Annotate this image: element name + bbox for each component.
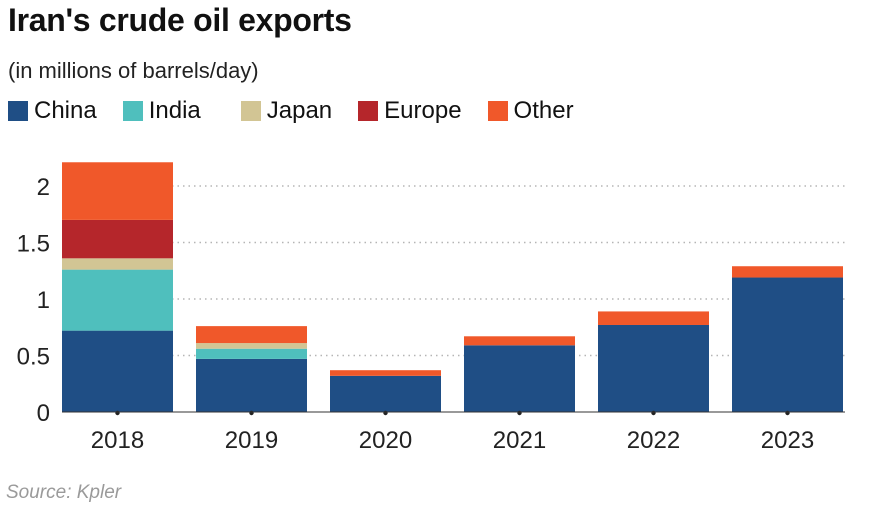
bar-segment-china-2019 [196,358,307,412]
legend-swatch-china [8,101,28,121]
legend-label-china: China [34,97,97,124]
legend-label-india: India [148,97,201,124]
x-tick-label: 2021 [493,427,546,454]
bar-segment-other-2019 [196,326,307,344]
legend-item-europe: Europe [358,97,462,125]
legend-label-japan: Japan [266,97,333,124]
legend-item-other: Other [487,97,574,125]
bar-segment-china-2022 [598,324,709,412]
x-tick-mark [517,410,522,416]
x-tick-mark [785,410,790,416]
y-tick-label: 0 [37,400,50,427]
y-tick-label: 1.5 [17,231,50,258]
legend-label-europe: Europe [384,97,462,124]
x-tick-label: 2020 [359,427,412,454]
legend-swatch-other [487,101,508,121]
bar-segment-other-2020 [330,370,441,376]
stacked-bar-chart: 0 0.5 1 1.5 2 2018 2019 2020 2021 2022 2023 [17,162,845,454]
x-tick-label: 2023 [761,427,814,454]
bar-segment-japan-2019 [196,343,307,349]
x-tick-label: 2019 [225,427,278,454]
bar-segment-other-2018 [62,162,173,220]
x-tick-mark [115,410,120,416]
legend-label-other: Other [513,97,574,124]
x-tick-label: 2022 [627,427,680,454]
x-tick-mark [383,410,388,416]
y-tick-label: 0.5 [17,344,50,371]
bar-segment-japan-2018 [62,258,173,270]
bar-segment-other-2023 [732,266,843,278]
legend: China India Japan Europe Other [8,96,600,126]
legend-item-india: India [122,97,201,125]
legend-item-japan: Japan [240,97,333,125]
x-tick-mark [651,410,656,416]
source-note: Source: Kpler [6,482,122,503]
legend-swatch-europe [358,101,379,121]
bar-segment-china-2021 [464,345,575,412]
legend-swatch-india [122,101,143,121]
bar-segment-india-2019 [196,348,307,359]
legend-item-china: China [8,97,97,125]
bar-segment-china-2023 [732,277,843,412]
legend-swatch-japan [240,101,261,121]
y-tick-label: 1 [37,287,50,314]
x-tick-mark [249,410,254,416]
chart-title: Iran's crude oil exports [8,2,352,38]
bar-segment-europe-2018 [62,219,173,259]
bar-segment-india-2018 [62,269,173,331]
chart-subtitle: (in millions of barrels/day) [8,58,259,83]
bar-segment-china-2018 [62,330,173,412]
bar-segment-other-2021 [464,336,575,346]
bar-segment-other-2022 [598,311,709,325]
bar-segment-china-2020 [330,375,441,412]
y-tick-label: 2 [37,174,50,201]
x-tick-label: 2018 [91,427,144,454]
